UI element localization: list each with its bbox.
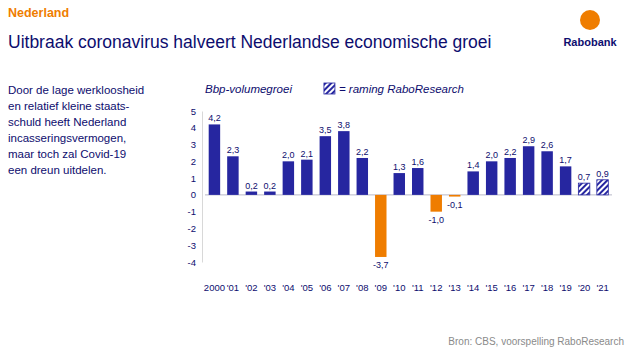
- title: Uitbraak coronavirus halveert Nederlands…: [8, 32, 491, 52]
- data-label: 2,0: [282, 150, 295, 160]
- bar: [597, 180, 608, 195]
- data-label: -3,7: [373, 260, 389, 270]
- bar: [504, 158, 515, 195]
- x-tick-label: '02: [245, 282, 257, 293]
- bar: [375, 195, 386, 257]
- x-tick-label: '06: [319, 282, 331, 293]
- y-tick-label: -2: [188, 223, 196, 234]
- x-tick-label: '20: [578, 282, 590, 293]
- y-axis: -4 -3 -2 -1 0 1 2 3 4 5: [188, 106, 203, 268]
- data-label: -1,0: [428, 215, 444, 225]
- bars: [209, 124, 609, 257]
- data-label: 0,2: [264, 181, 277, 191]
- bar: [338, 131, 349, 195]
- data-label: 1,4: [467, 160, 480, 170]
- x-tick-label: '08: [356, 282, 368, 293]
- data-label: 1,7: [559, 155, 572, 165]
- data-label: 1,3: [393, 162, 406, 172]
- data-labels: 4,2 2,3 0,2 0,2 2,0 2,1 3,5 3,8 2,2 -3,7 1,3 1,6 -1,…: [208, 113, 609, 270]
- x-tick-label: '16: [504, 282, 516, 293]
- y-tick-label: 0: [191, 189, 196, 200]
- bar: [394, 173, 405, 195]
- x-tick-label: '11: [412, 282, 424, 293]
- data-label: 0,9: [596, 169, 609, 179]
- y-tick-label: 1: [191, 173, 196, 184]
- bar: [578, 183, 589, 195]
- data-label: 2,0: [485, 150, 498, 160]
- legend-label: = raming RaboResearch: [339, 83, 464, 95]
- y-tick-label: 2: [191, 156, 196, 167]
- bar: [541, 151, 552, 195]
- logo-icon: [580, 10, 600, 30]
- bar: [283, 161, 294, 195]
- x-tick-label: '01: [227, 282, 239, 293]
- x-tick-label: '03: [264, 282, 276, 293]
- bar: [412, 168, 423, 195]
- data-label: 2,2: [504, 147, 517, 157]
- body-text: een dreun uitdelen.: [8, 164, 106, 176]
- y-tick-label: -4: [188, 257, 196, 268]
- body-text: Door de lage werkloosheid: [8, 84, 144, 96]
- x-tick-label: '12: [430, 282, 442, 293]
- bar: [246, 192, 257, 195]
- bar: [560, 166, 571, 195]
- data-label: 0,2: [245, 181, 258, 191]
- y-tick-label: -3: [188, 240, 196, 251]
- y-tick-label: 3: [191, 139, 196, 150]
- bar: [430, 195, 441, 212]
- x-tick-label: '05: [301, 282, 313, 293]
- x-tick-label: '14: [467, 282, 479, 293]
- kicker: Nederland: [8, 6, 69, 20]
- x-tick-label: '10: [393, 282, 405, 293]
- x-tick-label: 2000: [204, 282, 225, 293]
- bar: [486, 161, 497, 195]
- bar: [320, 136, 331, 195]
- data-label: 3,8: [338, 120, 351, 130]
- body-text: en relatief kleine staats-: [8, 100, 130, 112]
- data-label: 3,5: [319, 125, 332, 135]
- x-tick-label: '19: [559, 282, 571, 293]
- y-tick-label: -1: [188, 206, 196, 217]
- source: Bron: CBS, voorspelling RaboResearch: [448, 336, 624, 347]
- x-tick-label: '04: [282, 282, 294, 293]
- y-axis-line: [202, 112, 203, 263]
- bar: [227, 156, 238, 195]
- data-label: 0,7: [578, 172, 591, 182]
- body-text: incasseringsvermogen,: [8, 132, 126, 144]
- logo: Rabobank: [563, 36, 617, 48]
- body-text: schuld heeft Nederland: [8, 116, 126, 128]
- data-label: 2,3: [227, 145, 240, 155]
- bar: [209, 124, 220, 194]
- x-tick-label: '18: [541, 282, 553, 293]
- chart: Nederland Uitbraak coronavirus halveert N…: [0, 0, 632, 355]
- bar: [523, 146, 534, 195]
- data-label: 2,2: [356, 147, 369, 157]
- legend-label: Bbp-volumegroei: [205, 83, 292, 95]
- bar: [357, 158, 368, 195]
- data-label: 2,9: [522, 135, 535, 145]
- legend-swatch: [324, 83, 335, 94]
- y-tick-label: 5: [191, 106, 196, 117]
- bar: [449, 195, 460, 197]
- x-tick-label: '07: [338, 282, 350, 293]
- x-tick-label: '15: [485, 282, 497, 293]
- data-label: 1,6: [411, 157, 424, 167]
- x-tick-label: '21: [596, 282, 608, 293]
- y-tick-label: 4: [191, 122, 196, 133]
- data-label: 4,2: [208, 113, 221, 123]
- x-tick-label: '09: [375, 282, 387, 293]
- x-tick-label: '13: [449, 282, 461, 293]
- bar: [301, 160, 312, 195]
- bar: [264, 192, 275, 195]
- bar: [467, 171, 478, 194]
- x-tick-label: '17: [522, 282, 534, 293]
- body-text: maar toch zal Covid-19: [8, 148, 126, 160]
- data-label: 2,6: [541, 140, 554, 150]
- data-label: -0,1: [447, 200, 463, 210]
- data-label: 2,1: [301, 149, 314, 159]
- legend: Bbp-volumegroei = raming RaboResearch: [205, 83, 464, 95]
- x-axis: 2000'01 '02 '03 '04 '05 '06 '07 '08 '09 '10 '11 '12…: [204, 282, 609, 293]
